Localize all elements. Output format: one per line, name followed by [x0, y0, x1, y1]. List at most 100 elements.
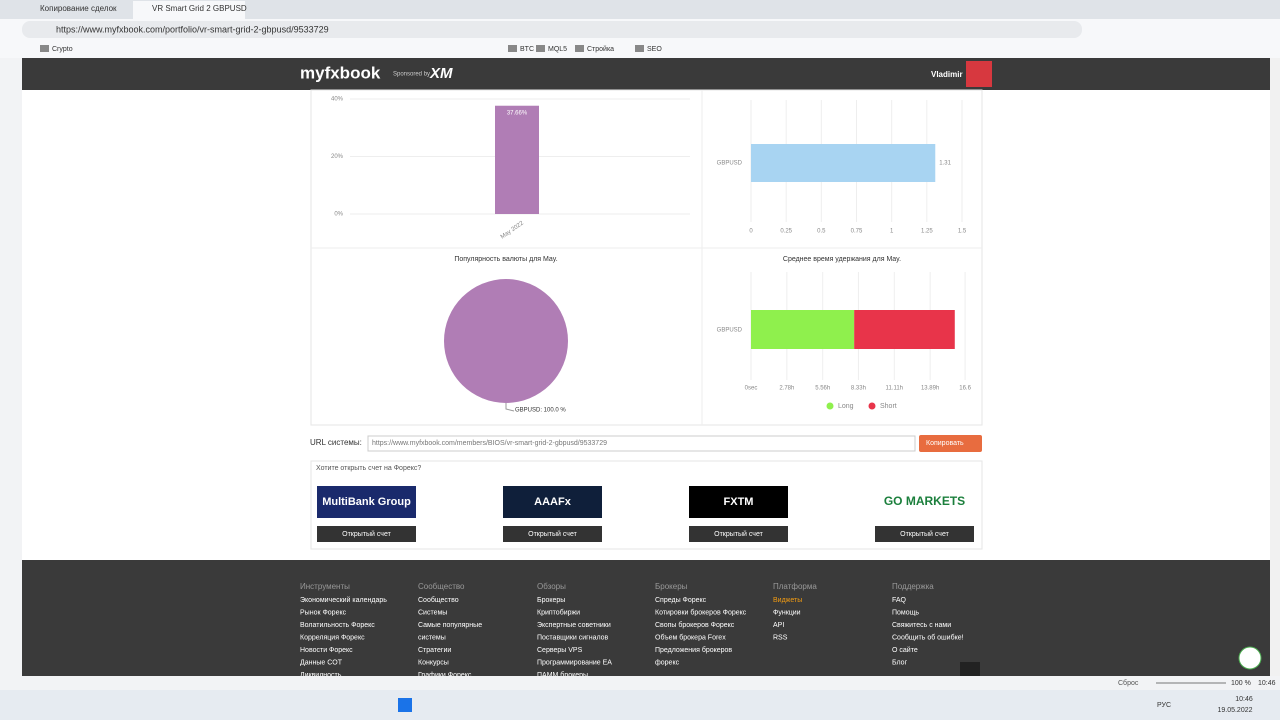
footer-link[interactable]: Предложения брокеров [655, 646, 732, 654]
footer-link[interactable]: системы [418, 634, 446, 641]
bookmark[interactable]: BTC [520, 46, 534, 53]
data-label: 1.31 [939, 161, 951, 167]
footer-link[interactable]: Ликвидность [300, 672, 342, 679]
legend-label: Short [880, 403, 897, 410]
broker-logo[interactable] [503, 486, 602, 518]
footer-link[interactable]: Корреляция Форекс [300, 634, 365, 641]
language: РУС [1157, 702, 1171, 709]
footer-link[interactable]: Помощь [892, 609, 919, 616]
x-tick-label: 16.6 [959, 386, 971, 392]
footer-link[interactable]: Спреды Форекс [655, 597, 707, 604]
sponsor: XM [429, 65, 453, 82]
tab-strip [0, 0, 1280, 19]
footer-link[interactable]: Рынок Форекс [300, 609, 347, 616]
footer-link[interactable]: Сообщество [418, 596, 459, 604]
footer-link[interactable]: О сайте [892, 646, 918, 654]
bookmark[interactable]: Crypto [52, 46, 73, 53]
x-tick-label: 2.78h [779, 386, 794, 392]
y-tick-label: 0% [334, 212, 343, 218]
shield-icon[interactable] [1238, 646, 1262, 670]
button-label[interactable]: Открытый счет [528, 530, 577, 538]
x-tick-label: 11.11h [886, 386, 903, 392]
broker-name: FXTM [724, 496, 754, 508]
avatar[interactable] [966, 61, 992, 87]
chart-title: Популярность валюты для May. [454, 256, 557, 263]
leader-line [505, 403, 515, 412]
tab-title[interactable]: VR Smart Grid 2 GBPUSD [152, 4, 247, 13]
open-account-button[interactable] [503, 526, 602, 542]
footer-link[interactable]: Волатильность Форекс [300, 622, 375, 629]
footer-link[interactable]: ПАММ брокеры [537, 671, 588, 679]
footer-link[interactable]: Блог [892, 659, 908, 666]
footer-link[interactable]: Свяжитесь с нами [892, 622, 951, 629]
footer-link[interactable]: API [773, 622, 784, 629]
footer-link[interactable]: Сообщить об ошибке! [892, 633, 964, 641]
footer-link[interactable]: Программирование EA [537, 659, 612, 666]
user-name[interactable]: Vladimir [931, 70, 963, 79]
footer-link[interactable]: Виджеты [773, 597, 802, 604]
footer-link[interactable]: форекс [655, 659, 680, 666]
x-tick-label: 0 [749, 229, 753, 235]
footer-link[interactable]: Котировки брокеров Форекс [655, 608, 747, 616]
start-button[interactable] [398, 698, 412, 712]
footer-link[interactable]: Криптобиржи [537, 608, 580, 616]
footer-link[interactable]: Объем брокера Forex [655, 633, 726, 641]
folder-icon [508, 45, 517, 52]
bookmark[interactable]: MQL5 [548, 46, 567, 53]
broker-name: MultiBank Group [322, 496, 411, 508]
x-tick-label: 1.5 [958, 229, 967, 235]
footer [22, 560, 1270, 676]
footer-link[interactable]: Функции [773, 609, 801, 616]
open-account-button[interactable] [875, 526, 974, 542]
footer-link[interactable]: Экспертные советники [537, 622, 611, 629]
url-input[interactable] [367, 435, 916, 452]
footer-heading: Поддержка [892, 582, 934, 591]
brokers-title: Хотите открыть счет на Форекс? [316, 465, 421, 472]
open-account-button[interactable] [317, 526, 416, 542]
button-label[interactable]: Открытый счет [714, 530, 763, 538]
sponsored: Sponsored by [393, 72, 430, 78]
footer-link[interactable]: Системы [418, 609, 447, 616]
zoom-reset[interactable]: Сброс [1118, 679, 1139, 687]
footer-link[interactable]: Стратегии [418, 647, 451, 654]
broker-name: GO MARKETS [884, 494, 965, 508]
footer-link[interactable]: Новости Форекс [300, 647, 353, 654]
footer-link[interactable]: RSS [773, 634, 788, 641]
url[interactable]: https://www.myfxbook.com/portfolio/vr-sm… [56, 24, 329, 34]
broker-logo[interactable] [875, 486, 974, 518]
footer-link[interactable]: Поставщики сигналов [537, 634, 609, 641]
button-label[interactable]: Открытый счет [342, 530, 391, 538]
footer-link[interactable]: Данные COT [300, 659, 343, 666]
broker-logo[interactable] [689, 486, 788, 518]
bookmark[interactable]: SEO [647, 46, 662, 53]
address-bar[interactable] [22, 21, 1082, 38]
active-tab[interactable] [133, 1, 245, 19]
open-account-button[interactable] [689, 526, 788, 542]
copy-button[interactable] [919, 435, 982, 452]
y-tick-label: GBPUSD [717, 161, 743, 167]
footer-link[interactable]: Экономический календарь [300, 596, 387, 604]
scrollbar[interactable] [1270, 58, 1280, 676]
footer-link[interactable]: Свопы брокеров Форекс [655, 621, 735, 629]
footer-link[interactable]: Графики Форекс [418, 672, 472, 679]
broker-logo[interactable] [317, 486, 416, 518]
y-tick-label: GBPUSD [717, 328, 743, 334]
logo: myfxbook [300, 63, 381, 82]
scroll-top[interactable] [960, 662, 980, 676]
bar-segment [751, 310, 855, 349]
x-tick-label: 0.75 [851, 229, 863, 235]
footer-link[interactable]: FAQ [892, 597, 907, 604]
footer-link[interactable]: Конкурсы [418, 659, 449, 666]
sidebar [0, 58, 22, 676]
footer-link[interactable]: Самые популярные [418, 622, 482, 629]
button-label[interactable]: Копировать [926, 440, 964, 447]
bookmark[interactable]: Стройка [587, 45, 614, 53]
tab-title[interactable]: Копирование сделок [40, 4, 117, 13]
button-label[interactable]: Открытый счет [900, 530, 949, 538]
data-label: GBPUSD: 100.0 % [515, 408, 566, 414]
footer-link[interactable]: Брокеры [537, 597, 565, 604]
footer-link[interactable]: Серверы VPS [537, 647, 583, 654]
clock-time: 10:46 [1235, 696, 1253, 703]
